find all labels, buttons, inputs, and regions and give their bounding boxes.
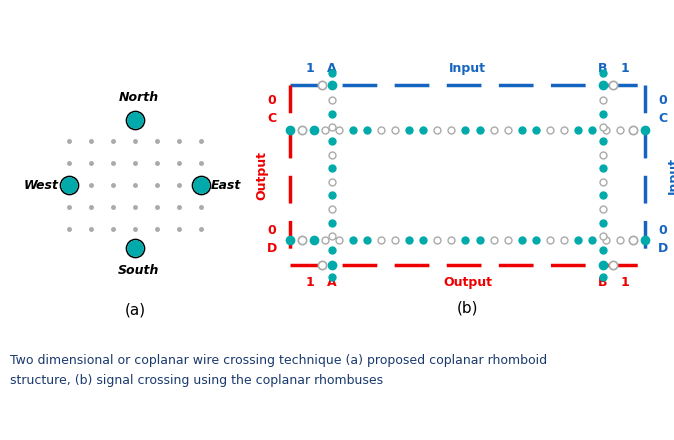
Text: C: C xyxy=(658,111,667,125)
Text: A: A xyxy=(327,62,337,74)
Text: Two dimensional or coplanar wire crossing technique (a) proposed coplanar rhombo: Two dimensional or coplanar wire crossin… xyxy=(10,353,547,367)
Text: A: A xyxy=(327,275,337,289)
Text: 1: 1 xyxy=(621,275,630,289)
Text: (a): (a) xyxy=(125,303,146,318)
Text: D: D xyxy=(267,242,277,254)
Text: (b): (b) xyxy=(457,301,479,315)
Text: 0: 0 xyxy=(268,94,276,106)
Text: 0: 0 xyxy=(658,94,667,106)
Text: 1: 1 xyxy=(305,275,314,289)
Text: 1: 1 xyxy=(305,62,314,74)
Text: B: B xyxy=(599,275,608,289)
Text: C: C xyxy=(268,111,276,125)
Text: East: East xyxy=(211,179,241,191)
Text: Input: Input xyxy=(449,62,486,74)
Text: 1: 1 xyxy=(621,62,630,74)
Text: structure, (b) signal crossing using the coplanar rhombuses: structure, (b) signal crossing using the… xyxy=(10,374,383,386)
Text: 0: 0 xyxy=(268,224,276,237)
Text: Output: Output xyxy=(443,275,492,289)
Text: Output: Output xyxy=(255,150,268,199)
Text: West: West xyxy=(24,179,59,191)
Text: Input: Input xyxy=(667,157,674,194)
Text: D: D xyxy=(658,242,668,254)
Text: 0: 0 xyxy=(658,224,667,237)
Text: B: B xyxy=(599,62,608,74)
Text: South: South xyxy=(119,264,160,277)
Text: North: North xyxy=(119,91,159,104)
